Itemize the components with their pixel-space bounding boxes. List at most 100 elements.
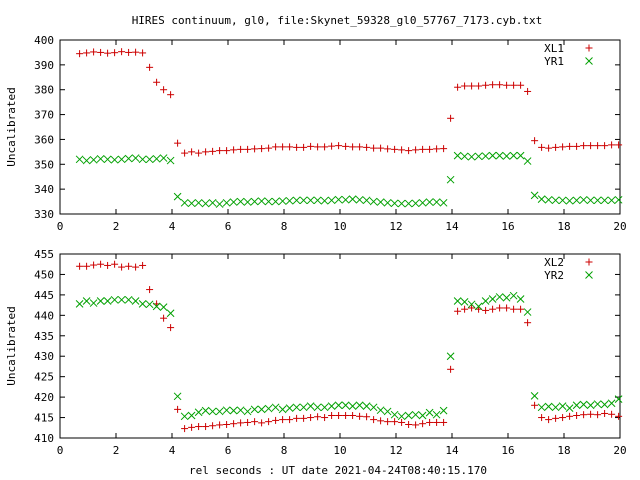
y-tick-label: 340: [34, 183, 54, 196]
data-point: [125, 262, 133, 270]
data-point: [461, 82, 469, 90]
data-point: [551, 403, 560, 412]
data-point: [314, 413, 322, 421]
data-point: [586, 401, 595, 410]
data-point: [614, 195, 623, 204]
legend-marker: [585, 44, 593, 52]
data-point: [145, 300, 154, 309]
data-point: [265, 144, 273, 152]
y-tick-label: 350: [34, 158, 54, 171]
y-tick-label: 360: [34, 133, 54, 146]
data-point: [530, 191, 539, 200]
data-point: [432, 410, 441, 419]
data-point: [307, 414, 315, 422]
data-point: [139, 49, 147, 57]
y-tick-label: 445: [34, 289, 54, 302]
data-point: [376, 406, 385, 415]
data-point: [608, 410, 616, 418]
data-point: [335, 412, 343, 420]
y-axis-label: Uncalibrated: [5, 306, 18, 385]
data-point: [565, 404, 574, 413]
data-point: [586, 196, 595, 205]
data-point: [370, 144, 378, 152]
data-point: [222, 198, 231, 207]
data-point: [425, 198, 434, 206]
x-axis-label: rel seconds : UT date 2021-04-24T08:40:1…: [189, 464, 487, 477]
data-point: [419, 420, 427, 428]
data-point: [124, 295, 133, 304]
data-point: [230, 146, 238, 154]
data-point: [335, 142, 343, 150]
data-point: [166, 309, 175, 318]
data-point: [383, 198, 392, 207]
data-point: [538, 143, 546, 151]
data-point: [75, 300, 84, 308]
data-point: [118, 263, 126, 271]
data-point: [138, 155, 147, 164]
data-point: [124, 154, 133, 163]
data-point: [342, 142, 350, 150]
data-point: [537, 403, 546, 412]
data-point: [208, 198, 217, 207]
data-point: [75, 155, 84, 164]
data-point: [418, 411, 427, 420]
legend-marker: [585, 57, 593, 65]
data-point: [327, 402, 336, 410]
legend-marker: [585, 258, 593, 266]
data-point: [188, 148, 196, 156]
data-point: [153, 78, 161, 86]
data-point: [173, 192, 182, 201]
data-point: [90, 261, 98, 269]
data-point: [201, 199, 210, 208]
x-tick-label: 6: [225, 220, 232, 233]
series-YR1: [75, 151, 623, 208]
data-point: [243, 198, 252, 206]
data-point: [236, 406, 245, 415]
data-point: [559, 143, 567, 151]
data-point: [285, 404, 294, 413]
data-point: [391, 418, 399, 426]
data-point: [530, 392, 539, 400]
data-point: [405, 147, 413, 155]
data-point: [481, 152, 490, 160]
data-point: [426, 145, 434, 153]
data-point: [117, 155, 126, 164]
data-point: [370, 416, 378, 424]
data-point: [117, 295, 126, 304]
legend-marker: [585, 271, 593, 279]
data-point: [334, 195, 343, 204]
data-point: [363, 413, 371, 421]
data-point: [355, 401, 364, 410]
x-tick-label: 10: [333, 444, 346, 457]
data-point: [173, 392, 182, 401]
data-point: [328, 412, 336, 420]
data-point: [593, 196, 602, 205]
data-point: [257, 405, 266, 414]
data-point: [384, 145, 392, 153]
data-point: [377, 144, 385, 152]
data-point: [327, 196, 336, 205]
data-point: [278, 405, 287, 414]
data-point: [565, 196, 574, 205]
data-point: [167, 324, 175, 332]
data-point: [390, 410, 399, 419]
data-point: [482, 81, 490, 89]
data-point: [531, 137, 539, 145]
data-point: [580, 142, 588, 150]
data-point: [460, 297, 469, 306]
data-point: [139, 261, 147, 269]
top-panel: 0 2 4 6 8 10 12 14 16 18 20 330 340 350 360 370 380 390 40…: [5, 34, 627, 233]
x-tick-label: 2: [113, 220, 120, 233]
legend-label: XL1: [544, 42, 564, 55]
data-point: [237, 419, 245, 427]
x-tick-label: 10: [333, 220, 346, 233]
legend-label: YR2: [544, 269, 564, 282]
data-point: [356, 412, 364, 420]
data-point: [90, 48, 98, 56]
data-point: [447, 365, 455, 373]
bottom-panel: 0 2 4 6 8 10 12 14 16 18 20 410 415 420 425 430 435 440 44…: [5, 248, 627, 457]
data-point: [159, 154, 168, 162]
data-point: [306, 196, 315, 205]
data-point: [615, 141, 623, 149]
data-point: [180, 198, 189, 207]
